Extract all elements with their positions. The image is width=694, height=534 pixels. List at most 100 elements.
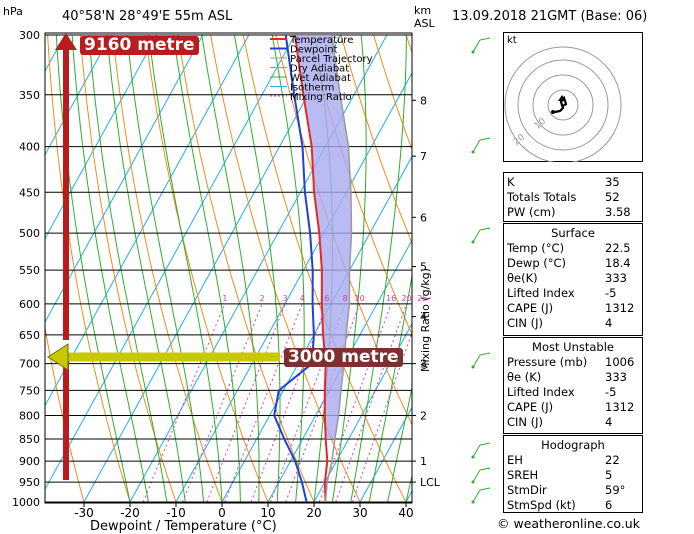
mixing-ratio-label: 20 [402,294,412,303]
plot-area [45,34,412,503]
indices-box: K 35 Totals Totals 52 PW (cm) 3.58 [503,172,643,222]
y-tick-label: 400 [19,141,40,154]
stat-key: Lifted Index [507,286,575,300]
mixing-ratio-line [250,303,328,503]
km-tick-label: 4 [420,311,427,324]
mixing-ratio-label: 1 [222,294,227,303]
stat-key: θe (K) [507,370,542,384]
wind-barb-flag [479,442,491,446]
hpa-label: hPa [3,5,23,18]
x-tick-label: 40 [398,506,413,520]
stat-value: 333 [605,370,627,384]
stat-key: Pressure (mb) [507,355,588,369]
mixing-ratio-label: 8 [343,294,348,303]
location-label: 40°58'N 28°49'E 55m ASL [62,9,233,24]
y-tick-label: 850 [19,433,40,446]
stat-value: 1006 [605,355,635,369]
wind-barb-flag [479,352,491,356]
wind-barb [472,39,481,53]
y-tick-label: 800 [19,409,40,422]
stat-key: StmDir [507,483,547,497]
mixing-ratio-line [142,303,226,503]
hodograph [503,32,643,162]
top-altitude-annotation: 9160 metre [80,36,199,55]
copyright-footer: © weatheronline.co.uk [497,516,640,531]
legend-entry: Mixing Ratio [290,92,352,103]
stat-value: 1312 [605,301,635,315]
stat-key: θe(K) [507,271,538,285]
wind-barb-station [471,365,475,369]
mixing-ratio-label: 25 [417,294,427,303]
x-tick-label: 30 [352,506,367,520]
mixing-ratio-label: 10 [355,294,365,303]
wind-barb-station [471,150,475,154]
km-tick-label: 1 [420,455,427,468]
stat-value: 35 [605,175,620,189]
isotherm-line [313,322,412,503]
wind-barb [472,469,481,483]
stat-key: CIN (J) [507,316,544,330]
stat-row: θe(K) 333 [507,271,639,286]
km-tick-label: LCL [420,476,441,489]
mid-altitude-annotation: 3000 metre [284,348,403,367]
most-unstable-title: Most Unstable [532,340,614,354]
x-tick-label: -30 [74,506,94,520]
wet-adiabat-line [387,385,412,503]
wind-barb-station [471,50,475,54]
y-tick-label: 450 [19,186,40,199]
stat-key: CAPE (J) [507,301,554,315]
stat-value: 6 [605,498,613,512]
isotherm-line [45,34,158,240]
stat-row: Totals Totals 52 [507,190,639,205]
stat-value: -5 [605,385,617,399]
stat-key: EH [507,453,523,467]
stat-value: 333 [605,271,627,285]
stat-row: K 35 [507,175,639,190]
wind-barb [472,139,481,153]
hodograph-stats-box: Hodograph EH 22 SREH 5 StmDir 59° StmSpd (k… [503,435,643,513]
wet-adiabat-line [126,34,205,503]
wind-barb-flag [479,137,491,141]
wind-barb [472,489,481,503]
stat-value: 22.5 [605,241,631,255]
y-tick-label: 350 [19,89,40,102]
km-tick-label: 5 [420,261,427,274]
stat-key: K [507,175,515,189]
wind-barb [472,229,481,243]
stat-key: Dewp (°C) [507,256,567,270]
wind-barb-flag [479,487,491,491]
top-altitude-arrowhead [55,33,77,50]
stat-row: StmSpd (kt) 6 [507,498,639,513]
stat-row: θe (K) 333 [507,370,639,385]
y-tick-label: 600 [19,298,40,311]
x-tick-label: -20 [120,506,140,520]
stat-key: Temp (°C) [507,241,565,255]
km-tick-label: 8 [420,94,427,107]
wind-barb [472,444,481,458]
mixing-ratio-label: 6 [324,294,329,303]
stat-value: -5 [605,286,617,300]
stat-row: Temp (°C) 22.5 [507,241,639,256]
km-tick-label: 3 [420,358,427,371]
stat-value: 1312 [605,400,635,414]
y-tick-label: 700 [19,358,40,371]
stat-row: CAPE (J) 1312 [507,400,639,415]
plot-frame [44,32,413,504]
wet-adiabat-line [368,272,412,503]
km-tick-label: 7 [420,150,427,163]
dry-adiabat-line [47,34,131,503]
km-tick-label: 6 [420,211,427,224]
parcel-trajectory-line [324,34,353,503]
isotherm-line [267,239,412,503]
legend-entry: Wet Adiabat [290,73,351,84]
y-tick-label: 500 [19,227,40,240]
dewpoint-line [273,34,315,503]
legend-entry: Temperature [289,35,353,46]
dry-adiabat-line [340,34,412,245]
stat-row: Lifted Index -5 [507,385,639,400]
stat-key: SREH [507,468,539,482]
wet-adiabat-line [88,34,168,503]
stat-row: StmDir 59° [507,483,639,498]
stat-row: CAPE (J) 1312 [507,301,639,316]
x-tick-label: 20 [306,506,321,520]
